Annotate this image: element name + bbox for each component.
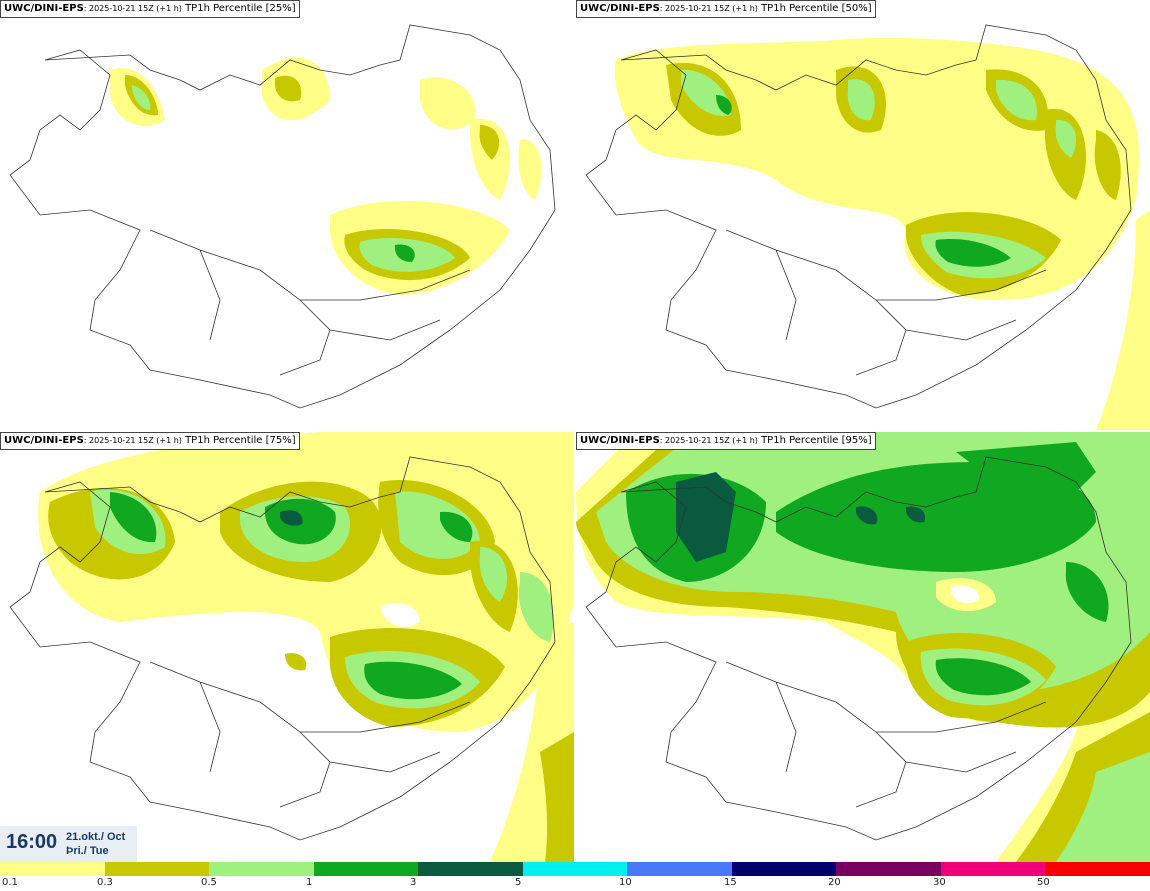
coastline	[9, 24, 556, 409]
map-panel-50: UWC/DINI-EPS: 2025-10-21 15Z (+1 h) TP1h…	[576, 0, 1150, 430]
color-scale-segment	[731, 862, 837, 876]
valid-time-date: 21.okt./ Oct Þri./ Tue	[66, 830, 125, 858]
color-scale-label: 0.1	[2, 877, 18, 888]
color-scale-label: 30	[933, 877, 946, 888]
precip-field	[576, 432, 1150, 862]
color-scale-segment	[209, 862, 314, 876]
color-scale-segment	[836, 862, 941, 876]
panel-title: UWC/DINI-EPS: 2025-10-21 15Z (+1 h) TP1h…	[0, 0, 300, 18]
precip-map-25	[9, 24, 556, 409]
map-panel-75: UWC/DINI-EPS: 2025-10-21 15Z (+1 h) TP1h…	[0, 432, 574, 862]
color-scale-segment	[940, 862, 1046, 876]
coastline	[585, 456, 1132, 841]
precip-map-50	[585, 24, 1150, 430]
color-scale-label: 3	[410, 877, 417, 888]
precip-map-95	[576, 432, 1150, 862]
panel-title: UWC/DINI-EPS: 2025-10-21 15Z (+1 h) TP1h…	[576, 0, 876, 18]
color-scale-label: 10	[619, 877, 632, 888]
color-scale-segment	[418, 862, 523, 876]
color-scale-labels: 0.1 0.3 0.5 1 3 5 10 15 20 30 50	[0, 876, 1150, 891]
color-scale-segment	[1045, 862, 1150, 876]
color-scale-label: 5	[515, 877, 522, 888]
map-panel-95: UWC/DINI-EPS: 2025-10-21 15Z (+1 h) TP1h…	[576, 432, 1150, 862]
color-scale-label: 0.3	[97, 877, 113, 888]
color-scale-label: 15	[724, 877, 737, 888]
color-scale-label: 0.5	[201, 877, 217, 888]
map-panel-25: UWC/DINI-EPS: 2025-10-21 15Z (+1 h) TP1h…	[0, 0, 574, 430]
precip-field	[110, 57, 542, 295]
precip-field	[38, 432, 574, 862]
color-scale-segment	[104, 862, 210, 876]
color-scale-label: 50	[1037, 877, 1050, 888]
color-scale-segment	[313, 862, 419, 876]
color-scale-segment	[627, 862, 732, 876]
color-scale-label: 20	[828, 877, 841, 888]
precip-map-75	[9, 432, 574, 862]
valid-date-line: 21.okt./ Oct	[66, 831, 126, 843]
panel-title: UWC/DINI-EPS: 2025-10-21 15Z (+1 h) TP1h…	[0, 432, 300, 450]
valid-time-clock: 16:00	[6, 831, 58, 853]
coastline	[585, 24, 1132, 409]
color-scale-segment	[0, 862, 105, 876]
panel-title: UWC/DINI-EPS: 2025-10-21 15Z (+1 h) TP1h…	[576, 432, 876, 450]
color-scale-label: 1	[306, 877, 313, 888]
color-scale-bar	[0, 862, 1150, 876]
coastline	[9, 456, 556, 841]
valid-time-box: 16:00 21.okt./ Oct Þri./ Tue	[0, 826, 137, 862]
valid-day-line: Þri./ Tue	[66, 845, 109, 857]
precip-field	[614, 38, 1150, 430]
color-scale-segment	[522, 862, 628, 876]
